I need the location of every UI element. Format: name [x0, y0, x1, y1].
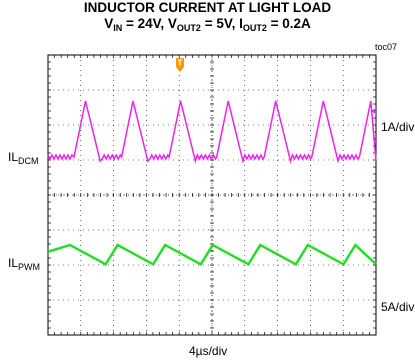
channel-1-offset-marker	[371, 108, 376, 114]
trace-dcm	[47, 100, 377, 164]
chart-title: INDUCTOR CURRENT AT LIGHT LOAD VIN = 24V…	[0, 0, 415, 33]
time-scale: 4µs/div	[189, 344, 228, 358]
traces	[47, 100, 377, 266]
title-line-2: VIN = 24V, VOUT2 = 5V, IOUT2 = 0.2A	[104, 16, 311, 33]
trigger-marker	[176, 58, 184, 67]
channel-1-scale: 1A/div	[381, 120, 415, 134]
grid	[47, 54, 377, 336]
figure-id: toc07	[374, 42, 397, 52]
trigger-marker-label: T	[178, 59, 183, 68]
channel-2-label: ILPWM	[8, 256, 41, 272]
trace-pwm	[47, 243, 377, 266]
title-line-1: INDUCTOR CURRENT AT LIGHT LOAD	[83, 0, 332, 15]
markers: T	[176, 58, 376, 114]
trigger-arrow	[176, 67, 184, 72]
channel-2-scale: 5A/div	[381, 300, 415, 314]
channel-1-label: ILDCM	[8, 150, 39, 166]
